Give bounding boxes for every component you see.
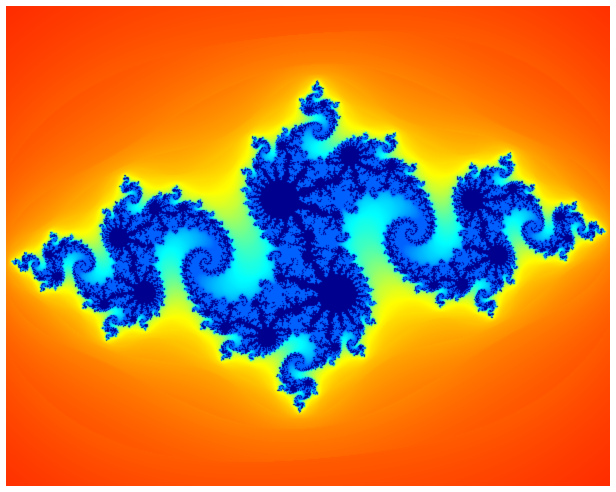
julia-set-fractal-image bbox=[6, 6, 610, 486]
fractal-image-frame bbox=[6, 6, 610, 486]
